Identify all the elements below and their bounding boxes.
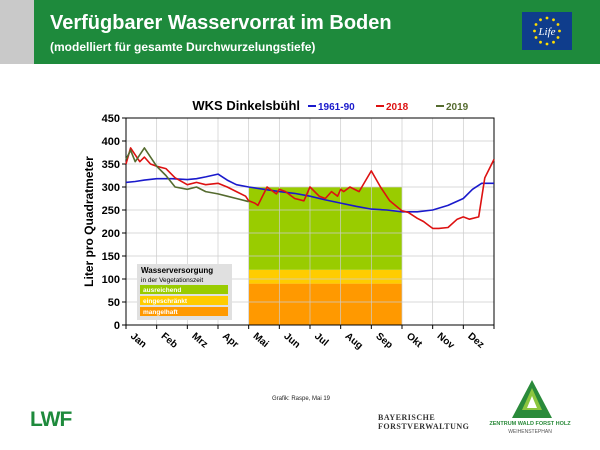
tick-label-y-200: 200 [102,228,120,240]
tick-label-y-250: 250 [102,205,120,217]
tick-label-x-Okt: Okt [404,331,424,351]
tick-label-y-50: 50 [108,297,120,309]
zentrum-line2: WEIHENSTEPHAN [508,429,552,435]
tick-label-y-100: 100 [102,274,120,286]
svg-text:LWF: LWF [30,408,72,429]
tick-label-y-450: 450 [102,113,120,125]
header-accent-strip [0,0,34,64]
tick-label-x-Mrz: Mrz [189,331,209,351]
eu-life-logo: Life [522,12,572,50]
series-line-2019 [125,147,249,203]
tick-label-x-Aug: Aug [343,331,365,352]
zone-2 [248,187,280,270]
legend-box-swatch-0 [140,285,228,294]
y-axis-label: Liter pro Quadratmeter [82,156,96,287]
legend-box-swatch-2 [140,307,228,316]
tick-label-y-150: 150 [102,251,120,263]
tick-label-x-Mai: Mai [251,331,271,350]
tick-label-y-0: 0 [114,320,120,332]
svg-text:Life: Life [537,26,555,38]
legend-box-label-1: eingeschränkt [143,298,188,305]
legend-box-swatch-1 [140,296,228,305]
tick-label-x-Dez: Dez [465,331,486,351]
page-title: Verfügbarer Wasservorrat im Boden [50,12,392,34]
tick-label-x-Nov: Nov [435,331,457,352]
legend-label-2018: 2018 [386,102,409,113]
legend-box-title: Wasserversorgung [141,266,213,275]
plot-frame [125,117,495,326]
legend-label-2019: 2019 [446,102,469,113]
legend-box-label-2: mangelhaft [143,309,179,316]
legend-label-1961-90: 1961-90 [318,102,355,113]
tick-label-x-Apr: Apr [220,331,240,351]
tick-label-y-400: 400 [102,136,120,148]
header-bar: Verfügbarer Wasservorrat im Boden (model… [0,0,600,64]
tick-label-y-300: 300 [102,182,120,194]
zentrum-line1: ZENTRUM WALD FORST HOLZ [489,421,571,427]
legend-box-label-0: ausreichend [143,287,181,294]
zone-1 [248,269,280,284]
page-subtitle: (modelliert für gesamte Durchwurzelungst… [50,40,316,54]
bayern-line2: FORSTVERWALTUNG [378,422,470,431]
tick-label-x-Sep: Sep [373,331,394,351]
tick-label-y-350: 350 [102,159,120,171]
series-line-1961-90 [125,173,494,213]
zone-0 [248,283,280,325]
tick-label-x-Jun: Jun [281,331,302,351]
bayern-forstverwaltung-logo: BAYERISCHE FORSTVERWALTUNG [378,413,469,431]
bayern-line1: BAYERISCHE [378,413,436,422]
chart-canvas: 0 50 100 150 200 250 300 350 400 450 Jan Feb Mrz Apr M… [82,98,495,352]
series-line-2018 [125,147,495,230]
eu-stars-icon [533,16,561,46]
zentrum-logo [482,378,582,438]
water-chart: 0 50 100 150 200 250 300 350 400 450 Jan Feb Mrz Apr M… [0,90,600,380]
tick-label-x-Jan: Jan [128,331,148,351]
tick-label-x-Jul: Jul [312,331,330,349]
chart-credit: Grafik: Raspe, Mai 19 [272,396,331,402]
legend-box-subtitle: in der Vegetationszeit [141,277,203,284]
tick-label-x-Feb: Feb [159,331,180,351]
chart-title: WKS Dinkelsbühl [192,98,300,113]
lwf-logo: LWF [30,407,78,434]
